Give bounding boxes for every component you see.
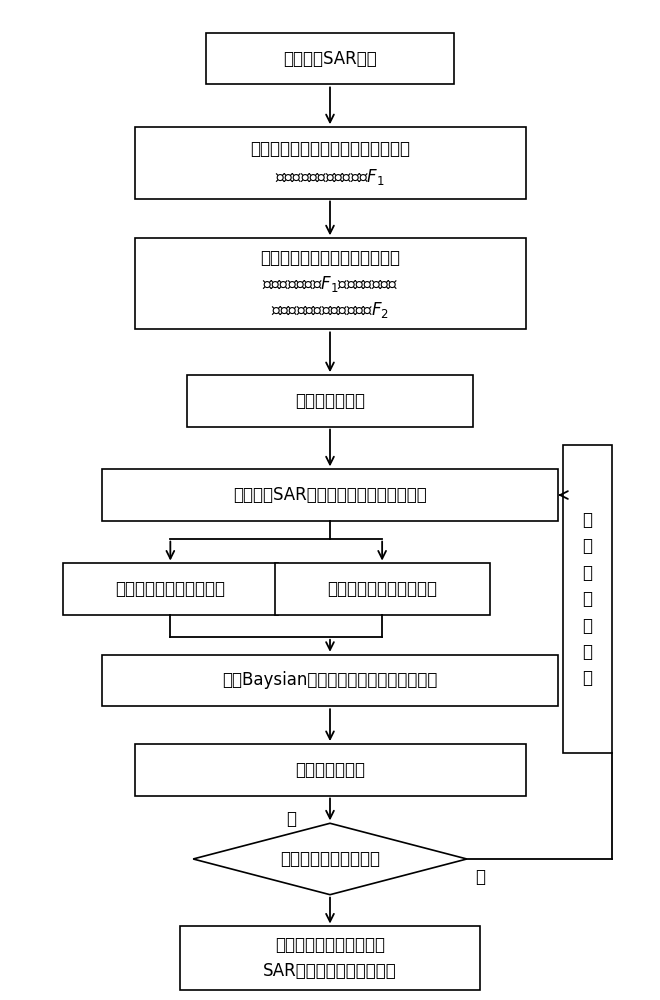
Bar <box>63 563 278 615</box>
Bar <box>563 445 612 753</box>
Text: 估计新的标记场: 估计新的标记场 <box>295 761 365 779</box>
Polygon shape <box>193 823 467 895</box>
Bar <box>135 238 525 329</box>
Text: 提取并归一化极化散射特征，建立归: 提取并归一化极化散射特征，建立归 <box>250 140 410 158</box>
Bar <box>206 33 454 84</box>
Bar <box>102 469 558 521</box>
Text: 构建类别标记的先验概率: 构建类别标记的先验概率 <box>115 580 225 598</box>
Text: 一化的极化散射特征空间$F_1$: 一化的极化散射特征空间$F_1$ <box>275 167 385 187</box>
Text: 进
入
下
一
次
迭
代: 进 入 下 一 次 迭 代 <box>582 511 593 687</box>
Bar <box>275 563 490 615</box>
Text: 是: 是 <box>286 810 296 828</box>
Bar <box>102 655 558 706</box>
Text: 估计极化SAR图像的先验参数和似然参数: 估计极化SAR图像的先验参数和似然参数 <box>233 486 427 504</box>
Bar <box>187 375 473 427</box>
Bar <box>180 926 480 990</box>
Text: 理，得到极化散射特征空间$F_2$: 理，得到极化散射特征空间$F_2$ <box>271 300 389 320</box>
Text: 基于Baysian准则构建类别标记的后验概率: 基于Baysian准则构建类别标记的后验概率 <box>222 671 438 689</box>
Text: 化散射特征空间$F_1$逐点进行降噪处: 化散射特征空间$F_1$逐点进行降噪处 <box>262 274 398 294</box>
Text: 构建类别标记的似然概率: 构建类别标记的似然概率 <box>327 580 437 598</box>
Text: 初始化模型参数: 初始化模型参数 <box>295 392 365 410</box>
Bar <box>135 127 525 199</box>
Bar <box>135 744 525 796</box>
Text: 是否达到最大迭代次数: 是否达到最大迭代次数 <box>280 850 380 868</box>
Text: SAR图像的分类结果并输出: SAR图像的分类结果并输出 <box>263 962 397 980</box>
Text: 使用广义均值方法对归一化的极: 使用广义均值方法对归一化的极 <box>260 249 400 267</box>
Text: 否: 否 <box>475 868 485 886</box>
Text: 输入极化SAR图像: 输入极化SAR图像 <box>283 50 377 68</box>
Text: 将新的标记场确定为极化: 将新的标记场确定为极化 <box>275 936 385 954</box>
